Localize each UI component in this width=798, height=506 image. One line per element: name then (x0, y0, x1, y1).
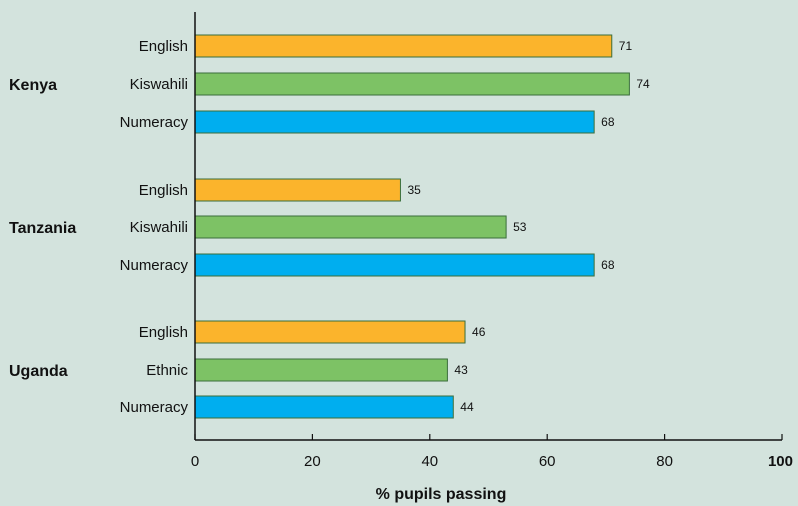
group-uganda: Uganda English 46 Ethnic 43 Numeracy 44 (9, 320, 486, 419)
group-label: Tanzania (9, 220, 76, 237)
bar-category-label: Kiswahili (130, 76, 188, 93)
bar-english (194, 34, 613, 58)
bar-category-label: Ethnic (146, 362, 188, 379)
bar-english (194, 320, 466, 344)
x-tick-label: 40 (421, 453, 438, 470)
bar-category-label: Kiswahili (130, 219, 188, 236)
bar-numeracy (194, 395, 454, 419)
x-tick-label: 20 (304, 453, 321, 470)
bar-category-label: Numeracy (120, 257, 189, 274)
group-kenya: Kenya English 71 Kiswahili 74 Numeracy 68 (9, 34, 650, 134)
bar-category-label: Numeracy (120, 114, 189, 131)
bar-value-label: 44 (460, 400, 474, 414)
bar-category-label: English (139, 182, 188, 199)
bar-value-label: 43 (454, 363, 468, 377)
x-tick-label: 0 (191, 453, 199, 470)
x-axis-ticks: 0 20 40 60 80 100 (191, 434, 793, 470)
bar-english (194, 178, 401, 202)
x-axis-title: % pupils passing (376, 486, 507, 503)
bar-value-label: 35 (407, 183, 421, 197)
bar-value-label: 68 (601, 258, 615, 272)
bar-numeracy (194, 110, 595, 134)
group-label: Uganda (9, 363, 68, 380)
bar-kiswahili (194, 72, 630, 96)
bar-category-label: Numeracy (120, 399, 189, 416)
x-tick-label: 80 (656, 453, 673, 470)
bar-value-label: 53 (513, 220, 527, 234)
x-tick-label: 100 (768, 453, 793, 470)
group-tanzania: Tanzania English 35 Kiswahili 53 Numeracy 68 (9, 178, 615, 277)
bar-category-label: English (139, 38, 188, 55)
bar-ethnic (194, 358, 448, 382)
bar-numeracy (194, 253, 595, 277)
group-label: Kenya (9, 77, 57, 94)
bar-value-label: 74 (636, 77, 650, 91)
x-tick-label: 60 (539, 453, 556, 470)
bar-value-label: 68 (601, 115, 615, 129)
bar-kiswahili (194, 215, 507, 239)
bar-category-label: English (139, 324, 188, 341)
bar-value-label: 71 (619, 39, 633, 53)
bar-value-label: 46 (472, 325, 486, 339)
